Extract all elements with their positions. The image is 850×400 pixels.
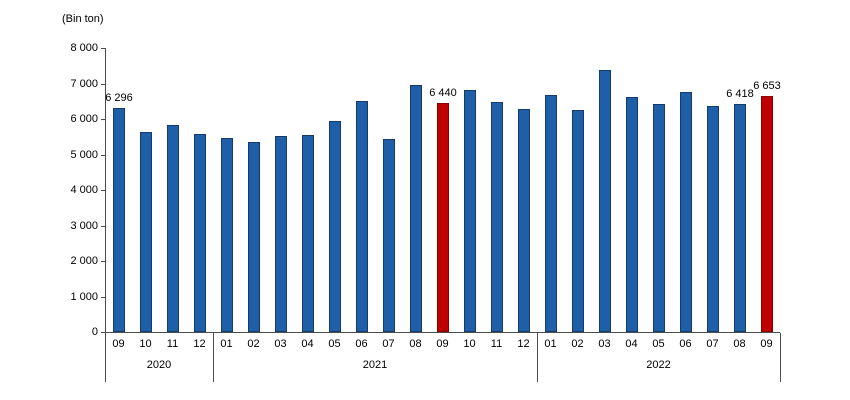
y-tick (101, 48, 105, 49)
bar-highlighted (761, 96, 773, 332)
bar (167, 125, 179, 332)
month-tick-label: 10 (463, 338, 476, 350)
y-tick (101, 190, 105, 191)
month-tick-label: 07 (382, 338, 395, 350)
y-tick (101, 119, 105, 120)
month-tick-label: 12 (193, 338, 206, 350)
y-tick (101, 155, 105, 156)
year-label: 2021 (362, 359, 388, 371)
y-tick (101, 332, 105, 333)
year-separator (105, 333, 106, 382)
month-tick-label: 01 (544, 338, 557, 350)
month-tick-label: 06 (679, 338, 692, 350)
year-separator (780, 333, 781, 382)
month-tick-label: 12 (517, 338, 530, 350)
bar (113, 108, 125, 332)
bar (410, 85, 422, 332)
month-tick-label: 04 (625, 338, 638, 350)
y-tick (101, 84, 105, 85)
bar (572, 110, 584, 332)
month-tick-label: 08 (733, 338, 746, 350)
month-tick-label: 06 (355, 338, 368, 350)
month-tick-label: 03 (274, 338, 287, 350)
bar (653, 104, 665, 332)
month-tick-label: 05 (652, 338, 665, 350)
bar (302, 135, 314, 332)
y-tick-label: 6 000 (70, 113, 98, 125)
bar-value-label: 6 440 (429, 87, 457, 99)
month-tick-label: 01 (220, 338, 233, 350)
bar-highlighted (437, 103, 449, 332)
y-tick-label: 4 000 (70, 184, 98, 196)
x-axis-line (105, 332, 780, 333)
bar-value-label: 6 296 (105, 92, 133, 104)
bar-value-label: 6 418 (726, 88, 754, 100)
bar (491, 102, 503, 332)
bar (680, 92, 692, 332)
month-tick-label: 10 (139, 338, 152, 350)
bar (383, 139, 395, 332)
bar (545, 95, 557, 332)
y-tick (101, 297, 105, 298)
month-tick-label: 07 (706, 338, 719, 350)
month-tick-label: 09 (112, 338, 125, 350)
bar (329, 121, 341, 332)
month-tick-label: 08 (409, 338, 422, 350)
bar (221, 138, 233, 332)
year-label: 2020 (146, 359, 172, 371)
bar (275, 136, 287, 332)
y-tick-label: 5 000 (70, 149, 98, 161)
bar (140, 132, 152, 332)
bar-value-label: 6 653 (753, 80, 781, 92)
month-tick-label: 03 (598, 338, 611, 350)
month-tick-label: 02 (247, 338, 260, 350)
y-tick-label: 3 000 (70, 220, 98, 232)
month-tick-label: 05 (328, 338, 341, 350)
month-tick-label: 02 (571, 338, 584, 350)
y-tick-label: 1 000 (70, 291, 98, 303)
bar (194, 134, 206, 332)
y-tick (101, 261, 105, 262)
year-label: 2022 (646, 359, 671, 371)
y-tick-label: 8 000 (70, 42, 98, 54)
y-tick (101, 226, 105, 227)
bar (356, 101, 368, 332)
year-separator (213, 333, 214, 382)
y-tick-label: 7 000 (70, 78, 98, 90)
year-separator (537, 333, 538, 382)
bar (518, 109, 530, 332)
y-tick-label: 2 000 (70, 255, 98, 267)
month-tick-label: 11 (166, 338, 179, 350)
bar (707, 106, 719, 332)
month-tick-label: 04 (301, 338, 314, 350)
y-tick-label: 0 (91, 326, 98, 338)
bar (248, 142, 260, 332)
month-tick-label: 09 (760, 338, 773, 350)
y-axis-line (105, 48, 106, 332)
bar (626, 97, 638, 332)
bar (734, 104, 746, 332)
y-axis-unit-label: (Bin ton) (62, 13, 104, 25)
bar (599, 70, 611, 332)
bar (464, 90, 476, 332)
month-tick-label: 11 (490, 338, 503, 350)
month-tick-label: 09 (436, 338, 449, 350)
